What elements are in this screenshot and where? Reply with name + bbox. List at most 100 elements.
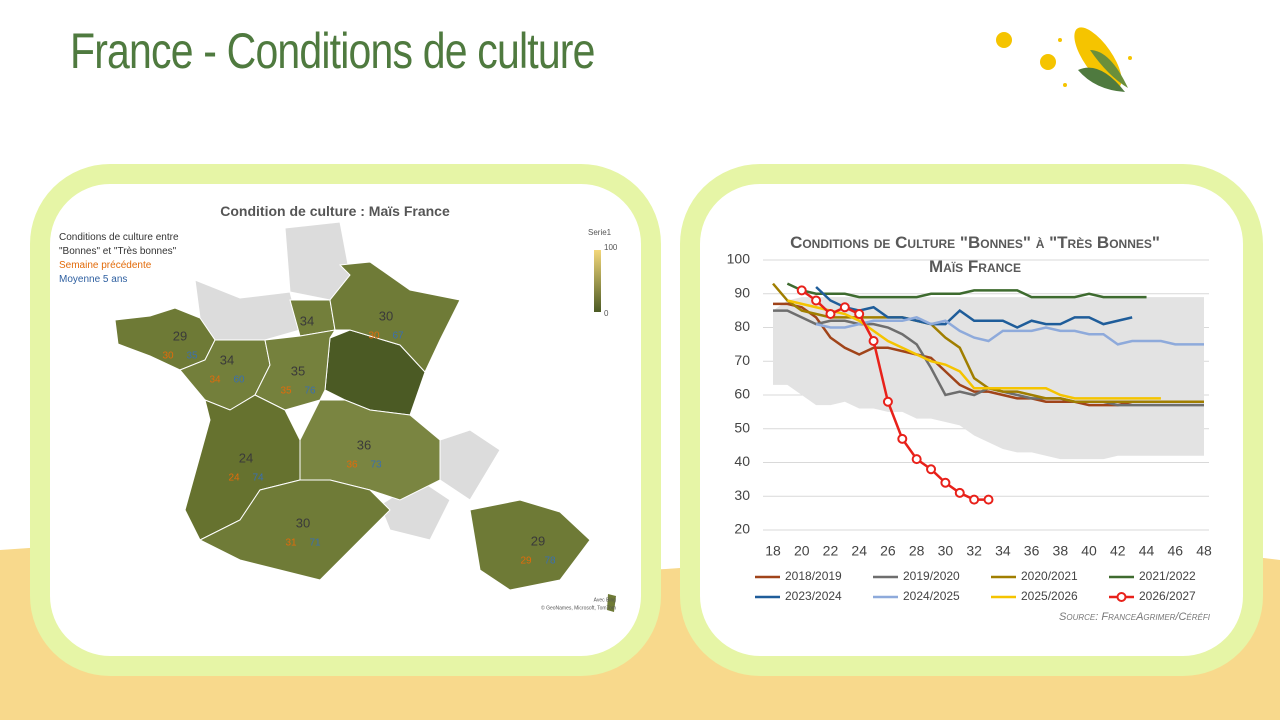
series-line [786,282,1147,299]
legend-label: 2024/2025 [903,589,960,603]
region-value: 34 [300,313,314,328]
scale-max: 100 [604,243,618,252]
legend-previous: Semaine précédente [59,260,152,271]
x-tick-label: 32 [966,543,982,559]
corn-icon [996,27,1132,92]
region-previous: 31 [285,538,297,549]
region-value: 29 [531,533,545,548]
range-band [773,297,1204,460]
x-tick-label: 34 [995,543,1011,559]
attribution: © GeoNames, Microsoft, TomTom [541,604,616,611]
legend-label: 2026/2027 [1139,589,1196,603]
legend-average: Moyenne 5 ans [59,274,128,285]
marker [969,494,980,505]
marker [868,336,879,346]
scale-title: Serie1 [588,228,612,237]
y-tick-label: 70 [734,352,750,368]
legend-label: 2025/2026 [1021,589,1078,603]
x-tick-label: 38 [1053,543,1069,559]
map-title: Condition de culture : Maïs France [220,203,450,219]
region-previous: 30 [368,331,380,342]
marker [882,396,893,407]
corsica [607,594,616,612]
region-average: 67 [392,331,404,342]
legend-label: 2023/2024 [785,589,842,603]
y-tick-label: 40 [734,453,750,469]
region-average: 74 [252,473,264,484]
region [329,261,461,373]
legend-main: Conditions de culture entre "Bonnes" et … [59,232,179,257]
marker [796,285,807,296]
region-average: 60 [233,375,245,386]
region-average: 73 [370,460,382,471]
y-tick-label: 20 [734,521,750,537]
region-value: 30 [379,308,393,323]
map-legend: Conditions de culture entre "Bonnes" et … [59,231,199,287]
y-tick-label: 60 [734,386,750,402]
y-tick-label: 50 [734,419,750,435]
region-previous: 24 [228,473,240,484]
x-tick-label: 24 [851,543,867,559]
region-value: 24 [239,450,253,465]
marker [825,309,836,319]
legend-label: 2020/2021 [1021,569,1078,583]
x-tick-label: 28 [909,543,925,559]
region-value: 35 [291,363,305,378]
x-tick-label: 22 [823,543,839,559]
region-average: 35 [186,351,198,362]
legend-label: 2019/2020 [903,569,960,583]
marker [954,487,965,498]
marker [897,433,908,444]
y-tick-label: 80 [734,318,750,334]
x-tick-label: 20 [794,543,810,559]
x-tick-label: 26 [880,543,896,559]
marker [940,477,951,488]
region-previous: 35 [280,386,292,397]
series-line [815,316,1204,346]
region-value: 36 [357,437,371,452]
marker [926,464,937,475]
marker [839,302,850,313]
x-tick-label: 44 [1139,543,1155,559]
x-tick-label: 30 [938,543,954,559]
source: Source: FranceAgrimer/Céréfi [1059,611,1211,623]
legend-label: 2021/2022 [1139,569,1196,583]
y-tick-label: 30 [734,487,750,503]
marker [854,309,865,319]
region-average: 78 [544,556,556,567]
page-title: France - Conditions de culture [70,23,595,79]
marker [983,494,994,505]
region-value: 34 [220,352,234,367]
y-tick-label: 90 [734,284,750,300]
region-previous: 34 [209,375,221,386]
y-tick-label: 100 [727,251,751,267]
region-average: 71 [309,538,321,549]
region [469,499,591,591]
region [198,479,391,581]
x-tick-label: 48 [1196,543,1212,559]
marker [811,295,822,306]
region-previous: 29 [520,556,532,567]
x-tick-label: 18 [765,543,781,559]
region-value: 29 [173,328,187,343]
map: 2930353434603445763030673535762424743636… [114,221,616,612]
series-line [815,286,1133,329]
region-value: 30 [296,515,310,530]
line-chart: 20 30 40 50 60 70 80 90 100 18 20 22 24 26 28 30 32 34 36 3… [727,251,1212,623]
region-previous: 36 [346,460,358,471]
region-average: 76 [304,386,316,397]
marker [911,454,922,465]
x-tick-label: 36 [1024,543,1040,559]
region-previous: 30 [162,351,174,362]
x-tick-label: 46 [1167,543,1183,559]
legend-label: 2018/2019 [785,569,842,583]
chart-title: Conditions de Culture "Bonnes" à "Très B… [790,233,1160,276]
scale-min: 0 [604,309,609,318]
bing: Avec Bing [594,597,617,603]
x-tick-label: 40 [1081,543,1097,559]
x-tick-label: 42 [1110,543,1126,559]
region [254,329,337,411]
scale-bar [594,250,601,312]
